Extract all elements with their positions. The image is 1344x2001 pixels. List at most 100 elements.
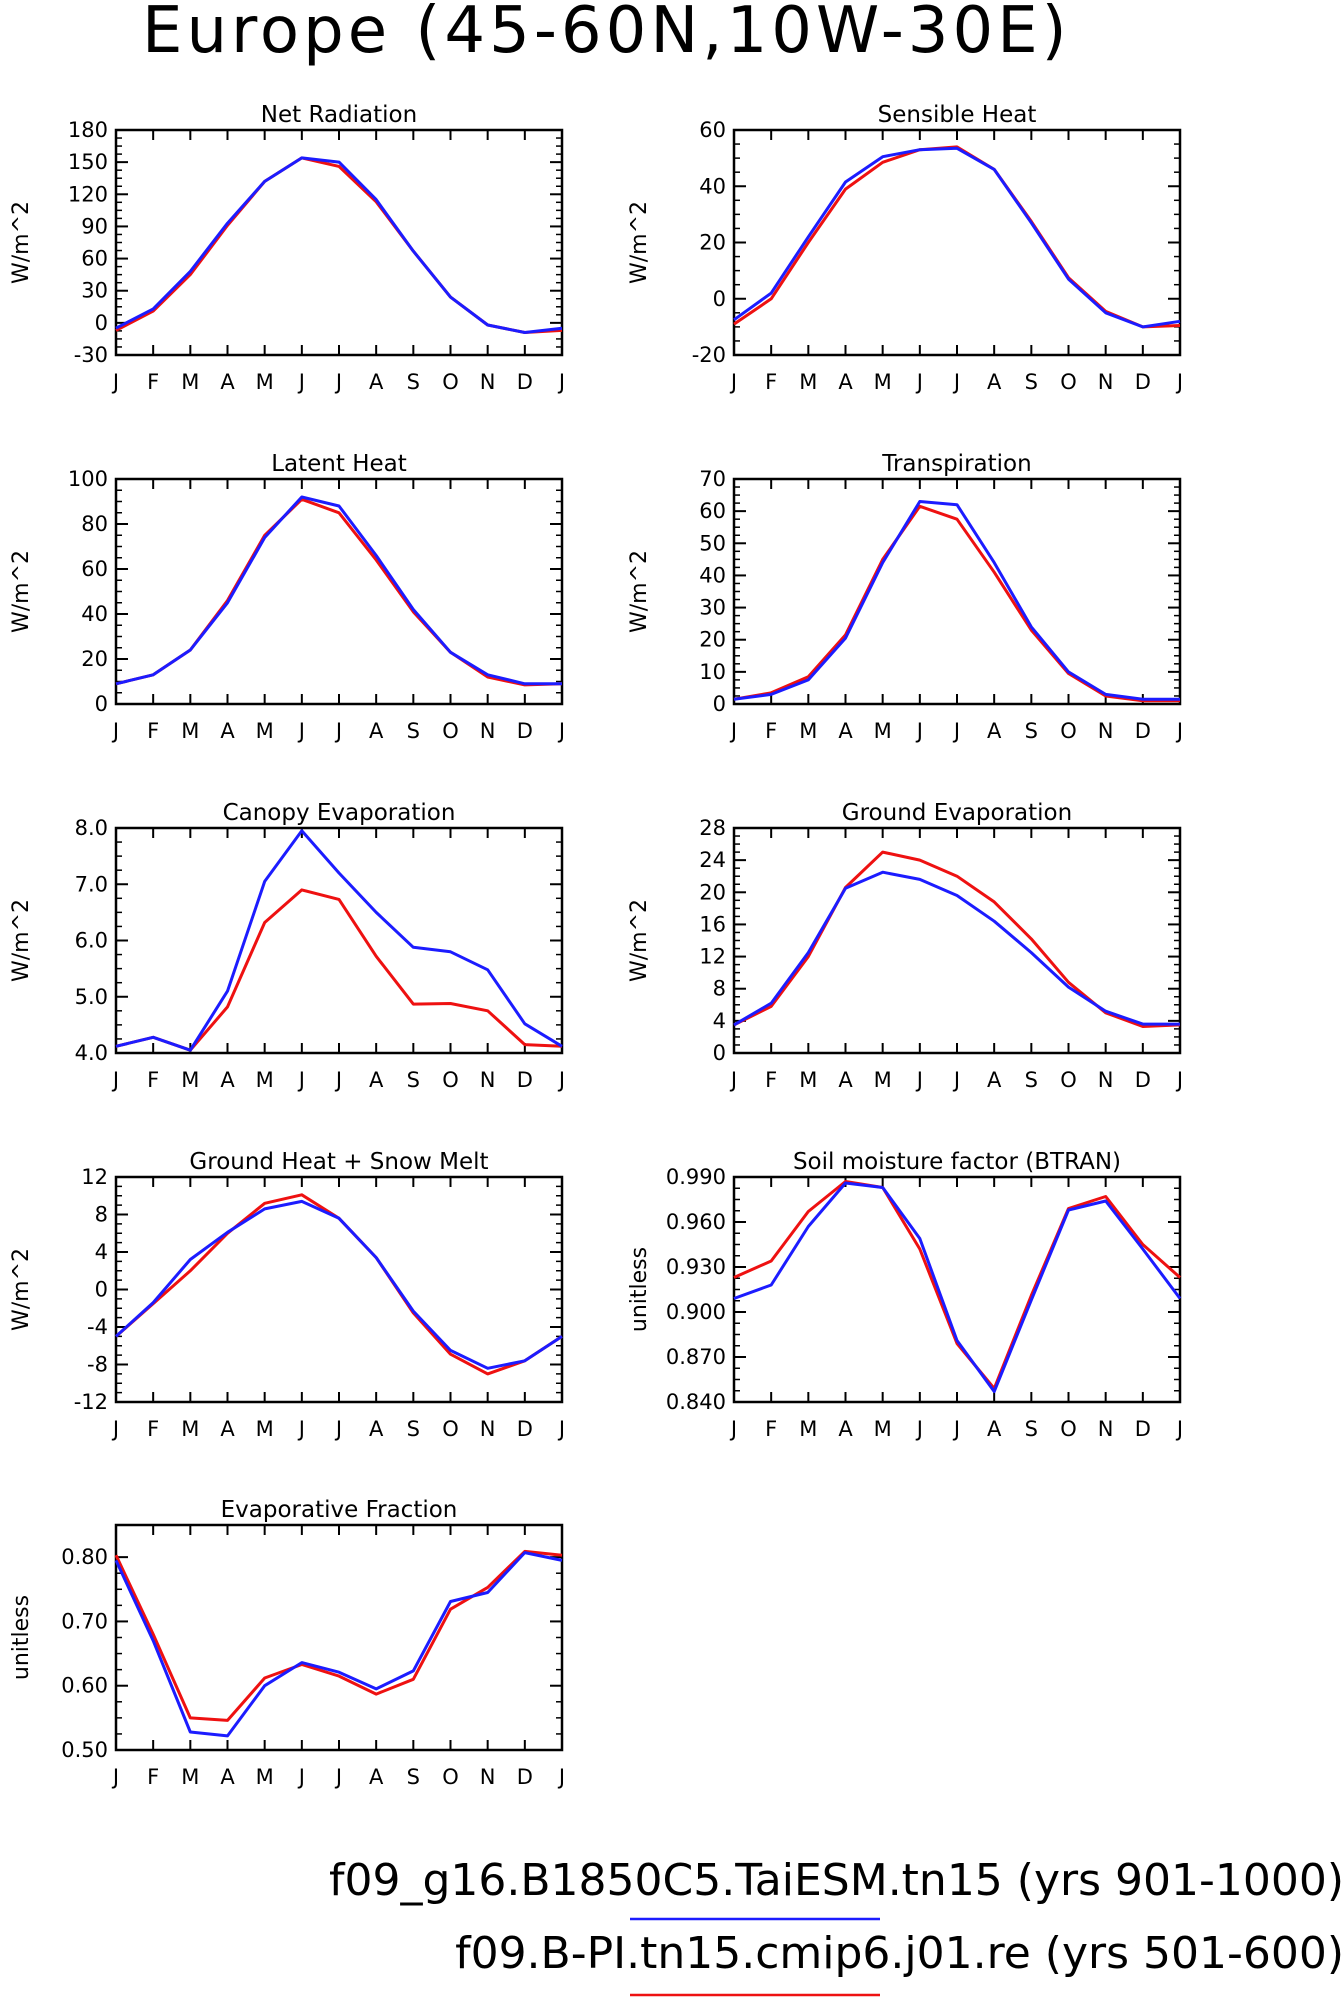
net-radiation-ytick-label: 180: [68, 118, 108, 142]
transpiration-xtick-label: M: [799, 719, 817, 743]
ground-heat-snow-melt-ytick-label: -12: [74, 1390, 108, 1414]
ground-heat-snow-melt-xtick-label: J: [297, 1417, 305, 1441]
ground-heat-snow-melt-ytick-label: 12: [81, 1165, 108, 1189]
ground-evaporation-xtick-label: S: [1025, 1068, 1038, 1092]
canopy-evaporation-xtick-label: D: [517, 1068, 533, 1092]
net-radiation-series-taiesm: [115, 156, 563, 334]
evaporative-fraction-ylabel: unitless: [9, 1595, 34, 1680]
transpiration-ytick-label: 50: [699, 531, 726, 555]
net-radiation-ytick-label: 30: [81, 279, 108, 303]
net-radiation-ytick-label: 150: [68, 150, 108, 174]
transpiration-xtick-label: J: [952, 719, 960, 743]
transpiration-ytick-label: 70: [699, 467, 726, 491]
soil-moisture-factor-btran-xtick-label: J: [952, 1417, 960, 1441]
latent-heat-xtick-label: M: [256, 719, 274, 743]
transpiration-ylabel: W/m^2: [627, 550, 652, 633]
transpiration-ytick-label: 60: [699, 499, 726, 523]
net-radiation-ytick-label: 60: [81, 247, 108, 271]
ground-evaporation-series-taiesm: [733, 870, 1180, 1027]
ground-heat-snow-melt-xtick-label: J: [334, 1417, 342, 1441]
canopy-evaporation-ylabel: W/m^2: [9, 899, 34, 982]
ground-evaporation-title: Ground Evaporation: [842, 800, 1072, 826]
latent-heat-ytick-label: 80: [81, 512, 108, 536]
canopy-evaporation-xtick-label: A: [369, 1068, 384, 1092]
sensible-heat-ytick-label: -20: [692, 343, 726, 367]
latent-heat-xtick-label: S: [407, 719, 420, 743]
soil-moisture-factor-btran-xtick-label: F: [765, 1417, 777, 1441]
net-radiation-xtick-label: J: [557, 370, 565, 394]
ground-evaporation-ytick-label: 0: [713, 1041, 726, 1065]
transpiration-ytick-label: 20: [699, 628, 726, 652]
ground-heat-snow-melt-ytick-label: 4: [95, 1240, 108, 1264]
latent-heat-xtick-label: O: [442, 719, 459, 743]
ground-evaporation-xtick-label: J: [729, 1068, 737, 1092]
canopy-evaporation-series-cmip6: [115, 888, 563, 1052]
evaporative-fraction-series-taiesm: [114, 1551, 563, 1738]
ground-heat-snow-melt-xtick-label: D: [517, 1417, 533, 1441]
soil-moisture-factor-btran-ytick-label: 0.990: [666, 1165, 726, 1189]
net-radiation-xtick-label: F: [147, 370, 159, 394]
soil-moisture-factor-btran-xtick-label: O: [1060, 1417, 1077, 1441]
canopy-evaporation-xtick-label: J: [334, 1068, 342, 1092]
net-radiation-xtick-label: A: [369, 370, 384, 394]
latent-heat-title: Latent Heat: [271, 451, 407, 477]
soil-moisture-factor-btran-ylabel: unitless: [627, 1247, 652, 1332]
canopy-evaporation-xtick-label: J: [297, 1068, 305, 1092]
ground-evaporation-ylabel: W/m^2: [627, 899, 652, 982]
transpiration-ytick-label: 30: [699, 596, 726, 620]
evaporative-fraction-xtick-label: J: [334, 1765, 342, 1789]
transpiration-series-cmip6: [733, 504, 1180, 703]
sensible-heat-ytick-label: 60: [699, 118, 726, 142]
sensible-heat-plot-frame: [732, 128, 1182, 357]
evaporative-fraction-ytick-label: 0.80: [61, 1545, 108, 1569]
net-radiation-title: Net Radiation: [261, 102, 417, 128]
transpiration-xtick-label: J: [729, 719, 737, 743]
net-radiation-xtick-label: S: [407, 370, 420, 394]
soil-moisture-factor-btran-xtick-label: A: [838, 1417, 853, 1441]
net-radiation-ytick-label: 90: [81, 214, 108, 238]
sensible-heat-xtick-label: J: [729, 370, 737, 394]
evaporative-fraction-ytick-label: 0.60: [61, 1674, 108, 1698]
sensible-heat-ytick-label: 40: [699, 174, 726, 198]
net-radiation-xtick-label: O: [442, 370, 459, 394]
latent-heat-xtick-label: J: [557, 719, 565, 743]
ground-heat-snow-melt-xtick-label: M: [256, 1417, 274, 1441]
sensible-heat-title: Sensible Heat: [878, 102, 1037, 128]
ground-heat-snow-melt-xtick-label: J: [557, 1417, 565, 1441]
soil-moisture-factor-btran-xtick-label: N: [1098, 1417, 1114, 1441]
soil-moisture-factor-btran-xtick-label: J: [1175, 1417, 1183, 1441]
ground-heat-snow-melt-title: Ground Heat + Snow Melt: [189, 1149, 488, 1175]
ground-heat-snow-melt-ytick-label: -8: [87, 1353, 108, 1377]
latent-heat-xtick-label: F: [147, 719, 159, 743]
sensible-heat-series-cmip6: [733, 145, 1181, 329]
soil-moisture-factor-btran-xtick-label: D: [1135, 1417, 1151, 1441]
net-radiation-ytick-label: -30: [74, 343, 108, 367]
transpiration-xtick-label: N: [1098, 719, 1114, 743]
soil-moisture-factor-btran-xtick-label: A: [987, 1417, 1002, 1441]
net-radiation-xtick-label: N: [480, 370, 496, 394]
canopy-evaporation-xtick-label: A: [220, 1068, 235, 1092]
ground-evaporation-ytick-label: 24: [699, 848, 726, 872]
ground-heat-snow-melt-ylabel: W/m^2: [9, 1248, 34, 1331]
canopy-evaporation-xtick-label: F: [147, 1068, 159, 1092]
legend-label-cmip6: f09.B-PI.tn15.cmip6.j01.re (yrs 501-600): [455, 1928, 1344, 1979]
latent-heat-xtick-label: N: [480, 719, 496, 743]
sensible-heat-xtick-label: M: [874, 370, 892, 394]
soil-moisture-factor-btran-title: Soil moisture factor (BTRAN): [793, 1149, 1121, 1175]
canopy-evaporation-ytick-label: 7.0: [75, 872, 108, 896]
ground-evaporation-xtick-label: J: [952, 1068, 960, 1092]
latent-heat-xtick-label: J: [334, 719, 342, 743]
soil-moisture-factor-btran-series-taiesm: [733, 1181, 1182, 1393]
sensible-heat-ytick-label: 0: [713, 287, 726, 311]
ground-heat-snow-melt-xtick-label: M: [181, 1417, 199, 1441]
latent-heat-ytick-label: 60: [81, 557, 108, 581]
soil-moisture-factor-btran-ytick-label: 0.840: [666, 1390, 726, 1414]
ground-evaporation-xtick-label: J: [1175, 1068, 1183, 1092]
evaporative-fraction-xtick-label: J: [111, 1765, 119, 1789]
figure-title: Europe (45-60N,10W-30E): [142, 0, 1071, 68]
sensible-heat-xtick-label: M: [799, 370, 817, 394]
ground-evaporation-xtick-label: A: [838, 1068, 853, 1092]
